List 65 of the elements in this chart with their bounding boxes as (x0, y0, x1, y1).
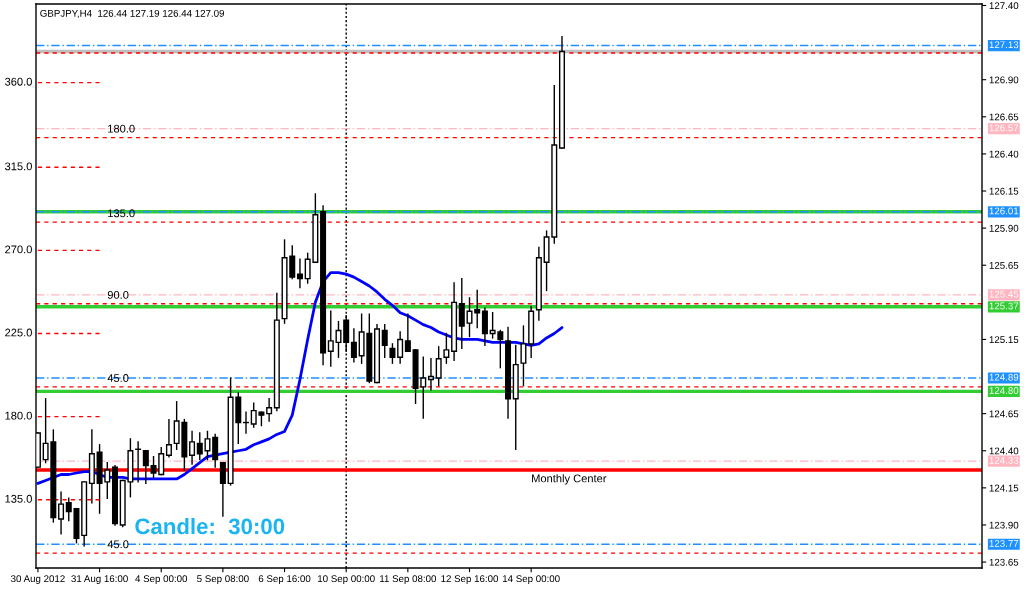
x-tick-label: 11 Sep 08:00 (380, 575, 437, 585)
candlestick (404, 313, 411, 353)
x-tick-label: 10 Sep 00:00 (318, 575, 375, 585)
ref-line-label: 123.77 (989, 539, 1019, 547)
y-tick-label: 123.90 (989, 521, 1019, 529)
y-tick-label: 126.65 (989, 113, 1019, 121)
text: GBPJPY,H4 126.44 127.19 126.44 127.09 (40, 9, 225, 18)
candlestick (266, 398, 273, 422)
x-tick-label: 4 Sep 00:00 (135, 575, 188, 585)
candlestick (58, 491, 65, 535)
y-tick-label: 125.65 (989, 261, 1019, 269)
ref-line-label: 125.45 (989, 290, 1019, 298)
candlestick (520, 325, 527, 387)
ref-line-label: 127.13 (989, 41, 1019, 49)
candlestick (389, 343, 396, 364)
candlestick (296, 258, 303, 289)
series-label: 270.0 (5, 245, 32, 254)
annotation: 45.0 (107, 374, 129, 382)
x-tick-label: 5 Sep 08:00 (197, 575, 249, 585)
candlestick (243, 411, 250, 434)
x-tick-label: 14 Sep 00:00 (502, 575, 560, 585)
y-tick-label: 124.65 (989, 410, 1019, 418)
y-tick-label: 127.40 (989, 2, 1019, 10)
y-tick-label: 125.90 (989, 224, 1019, 232)
series-label: 315.0 (4, 162, 32, 171)
candlestick (135, 441, 142, 483)
x-tick-label: 12 Sep 16:00 (441, 575, 499, 585)
series-label: 360.0 (4, 77, 32, 86)
y-tick-label: 126.40 (989, 150, 1019, 158)
candlestick (165, 418, 172, 458)
annotation: 180.0 (108, 124, 135, 133)
candlestick (481, 307, 488, 347)
candlestick (381, 323, 388, 358)
annotation: 135.0 (108, 209, 135, 218)
y-tick-label: 126.90 (989, 76, 1019, 84)
candlestick (443, 332, 450, 364)
annotation: 90.0 (107, 290, 129, 299)
y-tick-label: 125.15 (989, 336, 1019, 344)
candlestick (350, 328, 357, 363)
y-tick-label: 123.65 (989, 558, 1019, 566)
candlestick (435, 346, 442, 387)
y-tick-label: 124.40 (989, 447, 1019, 455)
series-label: 225.0 (5, 328, 32, 337)
x-tick-label: 31 Aug 16:00 (71, 575, 128, 585)
candlestick (189, 430, 196, 465)
ref-line-label: 126.01 (989, 207, 1019, 215)
annotation: Candle: 30:00 (135, 517, 285, 535)
x-tick-label: 30 Aug 2012 (11, 575, 65, 585)
y-tick-label: 124.15 (989, 484, 1019, 492)
ref-line-label: 124.80 (989, 387, 1019, 394)
candlestick (427, 358, 434, 391)
series-label: 135.0 (5, 494, 32, 503)
ref-line-label: 124.33 (989, 456, 1019, 464)
annotation: 45.0 (107, 540, 129, 549)
candlestick (219, 461, 226, 517)
series-label: 180.0 (5, 411, 32, 420)
y-tick-label: 126.15 (989, 187, 1019, 195)
x-tick-label: 6 Sep 16:00 (258, 575, 311, 585)
ref-line-label: 126.57 (989, 124, 1019, 132)
candlestick (397, 331, 404, 364)
candlestick (212, 433, 219, 468)
ref-line-label: 124.89 (989, 373, 1019, 381)
candlestick (142, 450, 149, 485)
annotation: Monthly Center (532, 474, 607, 485)
ref-line-label: 125.37 (989, 302, 1019, 310)
